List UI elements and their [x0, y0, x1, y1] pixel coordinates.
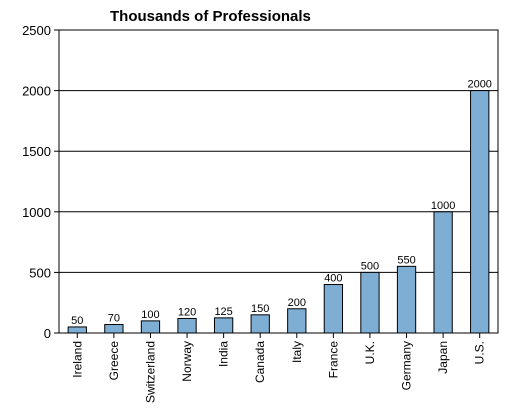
data-label: 125 [214, 306, 232, 318]
category-label: India [217, 341, 231, 367]
bar-switzerland [140, 320, 161, 334]
category-label: U.K. [363, 341, 377, 364]
data-label: 150 [251, 303, 269, 315]
data-label: 2000 [467, 79, 491, 91]
y-tick-label: 2000 [22, 84, 51, 99]
bar-norway [177, 317, 197, 334]
category-label: Greece [107, 341, 121, 381]
gridlines [59, 90, 498, 273]
chart-title: Thousands of Professionals [110, 8, 311, 25]
bars: 50 70 100 120 125 150 200 400 500 550 1000 2000 [67, 79, 492, 334]
data-label: 550 [397, 254, 415, 266]
bar-u-k- [360, 271, 380, 334]
bar-canada [250, 314, 270, 334]
bar-france [323, 284, 344, 334]
x-axis-labels: Ireland Greece Switzerland Norway India Canad… [70, 333, 487, 403]
y-axis-ticks: 0 500 1000 1500 2000 2500 [22, 23, 59, 341]
data-label: 50 [71, 315, 83, 327]
category-label: U.S. [473, 341, 487, 364]
category-label: Japan [436, 341, 450, 374]
y-tick-label: 500 [29, 265, 51, 280]
bar-ireland [67, 326, 87, 334]
y-tick-label: 1500 [22, 144, 51, 159]
category-label: France [326, 341, 340, 379]
axes [58, 29, 499, 334]
bar-u-s- [470, 90, 490, 334]
bar-greece [104, 324, 124, 334]
data-label: 1000 [431, 200, 455, 212]
category-label: Italy [290, 341, 304, 363]
category-label: Ireland [70, 341, 84, 378]
category-label: Norway [180, 341, 194, 382]
y-tick-label: 1000 [22, 205, 51, 220]
y-tick-label: 2500 [22, 23, 51, 38]
bar-japan [433, 211, 453, 334]
data-label: 120 [178, 306, 196, 318]
data-label: 70 [108, 313, 120, 325]
bar-germany [396, 265, 417, 334]
bar-india [213, 317, 234, 334]
category-label: Switzerland [143, 341, 157, 403]
plot-frame [58, 29, 499, 334]
data-label: 500 [361, 260, 379, 272]
bar-italy [287, 308, 307, 334]
y-tick-label: 0 [44, 326, 51, 341]
data-label: 200 [288, 297, 306, 309]
data-label: 100 [141, 309, 159, 321]
category-label: Canada [253, 341, 267, 383]
data-label: 400 [324, 273, 342, 285]
category-label: Germany [400, 341, 414, 390]
